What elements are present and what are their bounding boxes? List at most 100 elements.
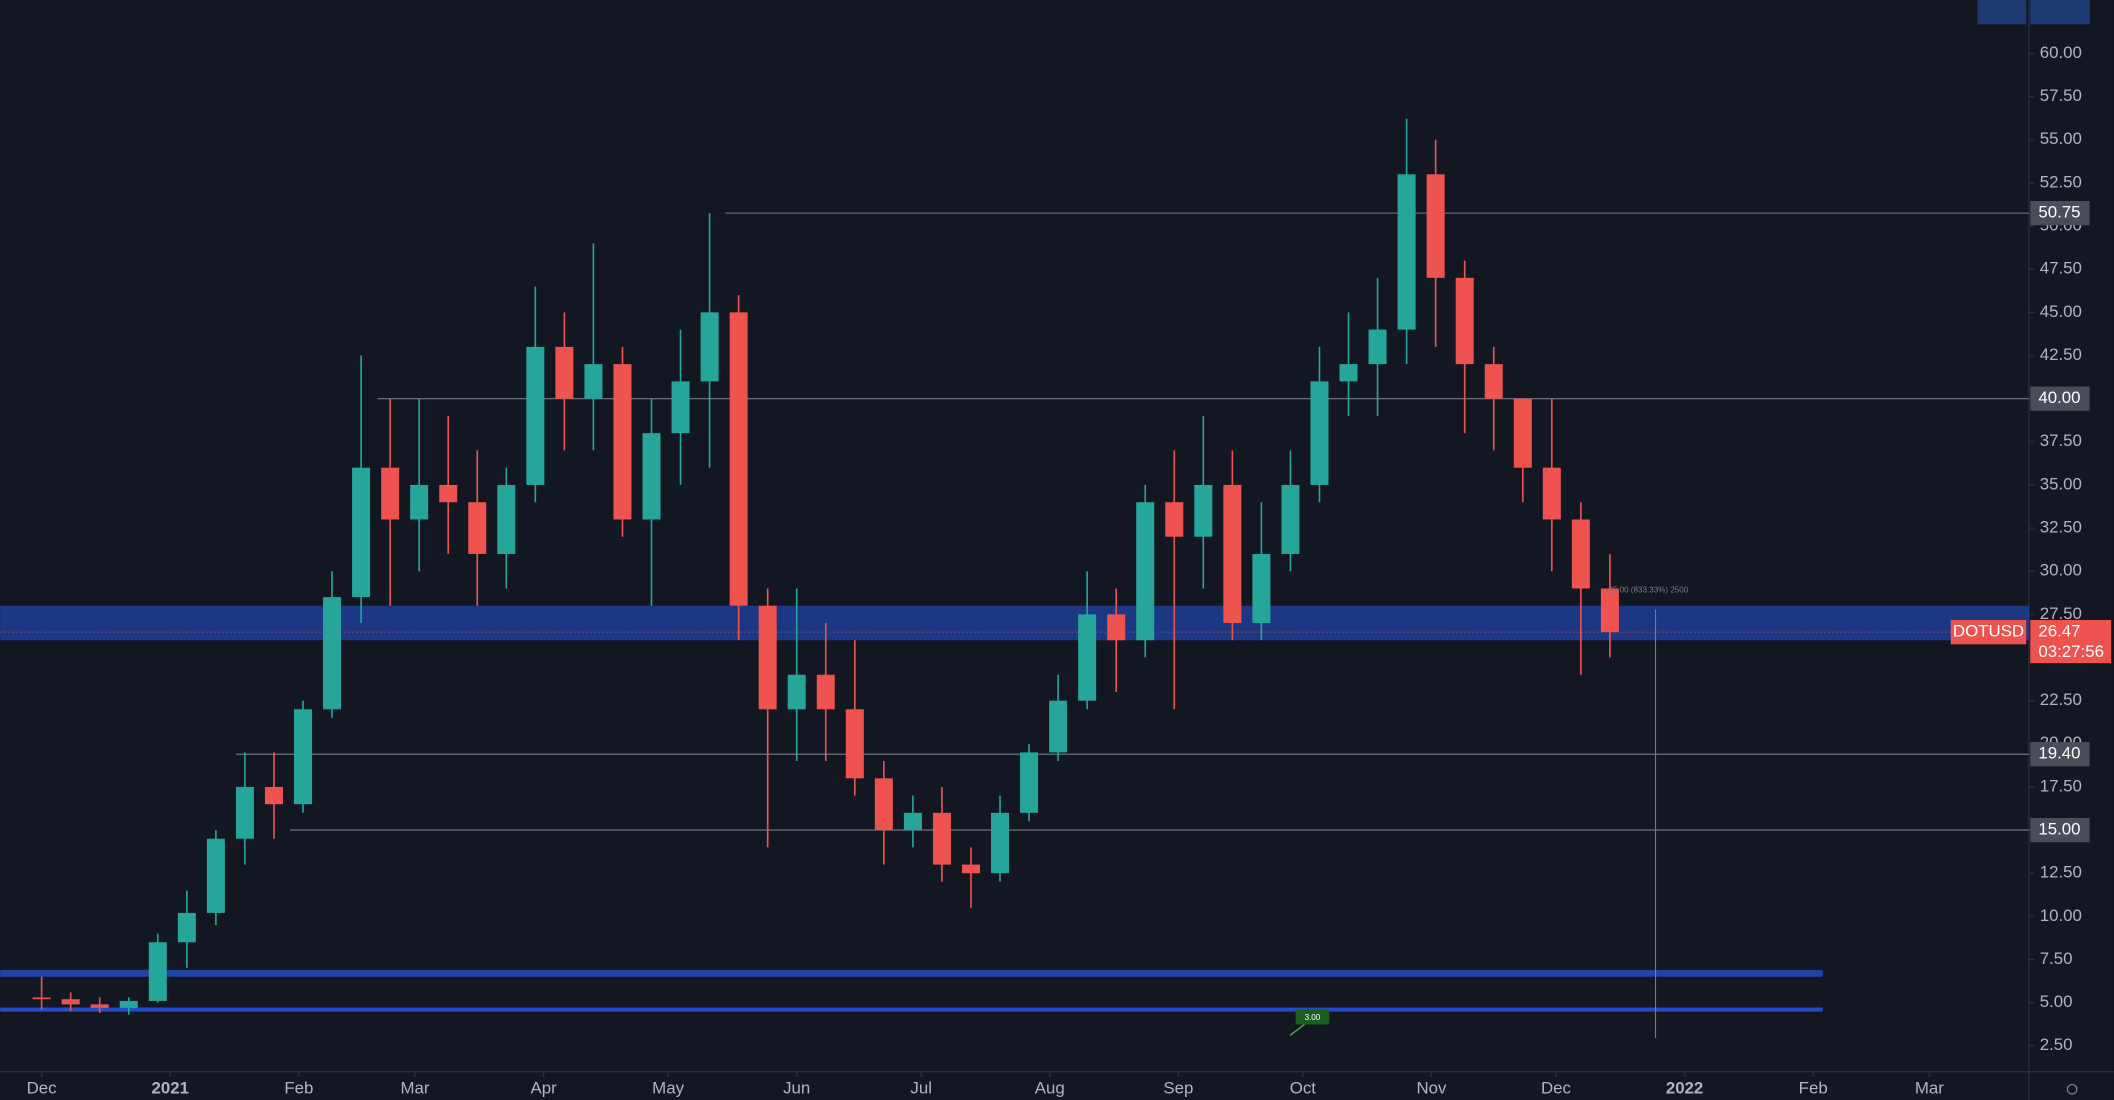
candle-body	[1455, 277, 1474, 365]
x-tick-label: 2022	[1666, 1079, 1703, 1098]
y-tick-label: 10.00	[2040, 906, 2082, 925]
y-tick-label: 55.00	[2040, 129, 2082, 148]
candle-body	[1368, 329, 1387, 365]
candle-body	[497, 484, 516, 554]
y-tick-label: 22.50	[2040, 690, 2082, 709]
x-tick-label: Feb	[1799, 1079, 1828, 1098]
candle-body	[1049, 700, 1068, 753]
candle-body	[758, 605, 777, 710]
candle-body	[642, 433, 661, 520]
x-tick-label: Sep	[1163, 1079, 1193, 1098]
zone	[0, 969, 1823, 977]
measure-label: 25.00 (833.33%) 2500	[1608, 586, 1688, 595]
candle-body	[1165, 502, 1184, 537]
y-tick-label: 60.00	[2040, 43, 2082, 62]
y-tick-label: 12.50	[2040, 863, 2082, 882]
low-value-box	[2030, 0, 2090, 25]
candle-body	[787, 674, 806, 710]
candle-body	[874, 778, 893, 831]
symbol-tag	[1950, 620, 2027, 645]
candle-body	[1252, 553, 1271, 623]
candle-body	[1513, 398, 1532, 468]
badge	[1295, 1009, 1330, 1025]
low-tag	[1977, 0, 2027, 25]
candle-body	[381, 467, 400, 520]
candle-body	[32, 997, 51, 1000]
candle-body	[235, 786, 254, 839]
settings-icon[interactable]	[2066, 1083, 2078, 1095]
candle-body	[932, 812, 951, 865]
candle-body	[1107, 614, 1126, 641]
level-box	[2030, 817, 2090, 843]
candle-body	[1078, 614, 1097, 701]
candle-body	[468, 502, 487, 554]
candle-body	[352, 467, 371, 598]
candle-body	[410, 484, 429, 520]
x-tick-label: Jul	[910, 1079, 932, 1098]
candle-body	[845, 709, 864, 779]
candle-body	[961, 864, 980, 874]
candle-body	[1426, 174, 1445, 278]
candle-body	[1194, 484, 1213, 537]
y-tick-label: 5.00	[2040, 992, 2073, 1011]
candle-body	[903, 812, 922, 831]
level-label: 40.00	[2038, 388, 2080, 407]
last-price-label: 26.47	[2038, 622, 2080, 641]
countdown-label: 03:27:56	[2038, 642, 2104, 661]
y-tick-label: 35.00	[2040, 474, 2082, 493]
candle-body	[61, 999, 80, 1005]
x-tick-label: Mar	[1915, 1079, 1944, 1098]
x-tick-label: 2021	[151, 1079, 188, 1098]
level-label: 50.75	[2038, 203, 2080, 222]
y-tick-label: 32.50	[2040, 518, 2082, 537]
candle-body	[700, 312, 719, 382]
candle-body	[526, 346, 545, 485]
x-tick-label: Aug	[1035, 1079, 1065, 1098]
candle-body	[439, 484, 458, 503]
candle-body	[206, 838, 225, 913]
x-tick-label: May	[652, 1079, 684, 1098]
candle-body	[119, 1000, 138, 1008]
badge-label: 3.00	[1305, 1013, 1321, 1022]
level-label: 19.40	[2038, 744, 2080, 763]
y-tick-label: 7.50	[2040, 949, 2073, 968]
candle-body	[1484, 364, 1503, 399]
candle-body	[90, 1004, 109, 1008]
candle-body	[1571, 519, 1590, 589]
y-tick-label: 45.00	[2040, 302, 2082, 321]
candle-body	[816, 674, 835, 710]
x-tick-label: Apr	[531, 1079, 558, 1098]
level-box	[2030, 200, 2090, 226]
candle-body	[1542, 467, 1561, 520]
candle-body	[1136, 502, 1155, 641]
candle-body	[264, 786, 283, 805]
y-tick-label: 2.50	[2040, 1035, 2073, 1054]
level-label: 15.00	[2038, 820, 2080, 839]
candle-body	[1281, 484, 1300, 554]
candle-body	[323, 597, 342, 710]
x-tick-label: Mar	[401, 1079, 430, 1098]
y-tick-label: 17.50	[2040, 776, 2082, 795]
x-tick-label: Oct	[1290, 1079, 1317, 1098]
candle-body	[584, 364, 603, 399]
candle-body	[671, 381, 690, 434]
candle-body	[177, 912, 196, 943]
candle-body	[1397, 174, 1416, 330]
last-price-box	[2030, 620, 2112, 664]
zone	[0, 605, 2029, 641]
candle-body	[148, 942, 167, 1001]
level-box	[2030, 742, 2090, 767]
y-tick-label: 30.00	[2040, 561, 2082, 580]
y-tick-label: 27.50	[2040, 604, 2082, 623]
symbol-label: DOTUSD	[1953, 622, 2024, 641]
y-tick-label: 57.50	[2040, 86, 2082, 105]
candle-body	[555, 346, 574, 399]
candle-body	[991, 812, 1010, 874]
candle-body	[1223, 484, 1242, 623]
candle-body	[1339, 364, 1358, 382]
y-tick-label: 37.50	[2040, 431, 2082, 450]
x-tick-label: Nov	[1417, 1079, 1448, 1098]
candle-body	[1310, 381, 1329, 485]
